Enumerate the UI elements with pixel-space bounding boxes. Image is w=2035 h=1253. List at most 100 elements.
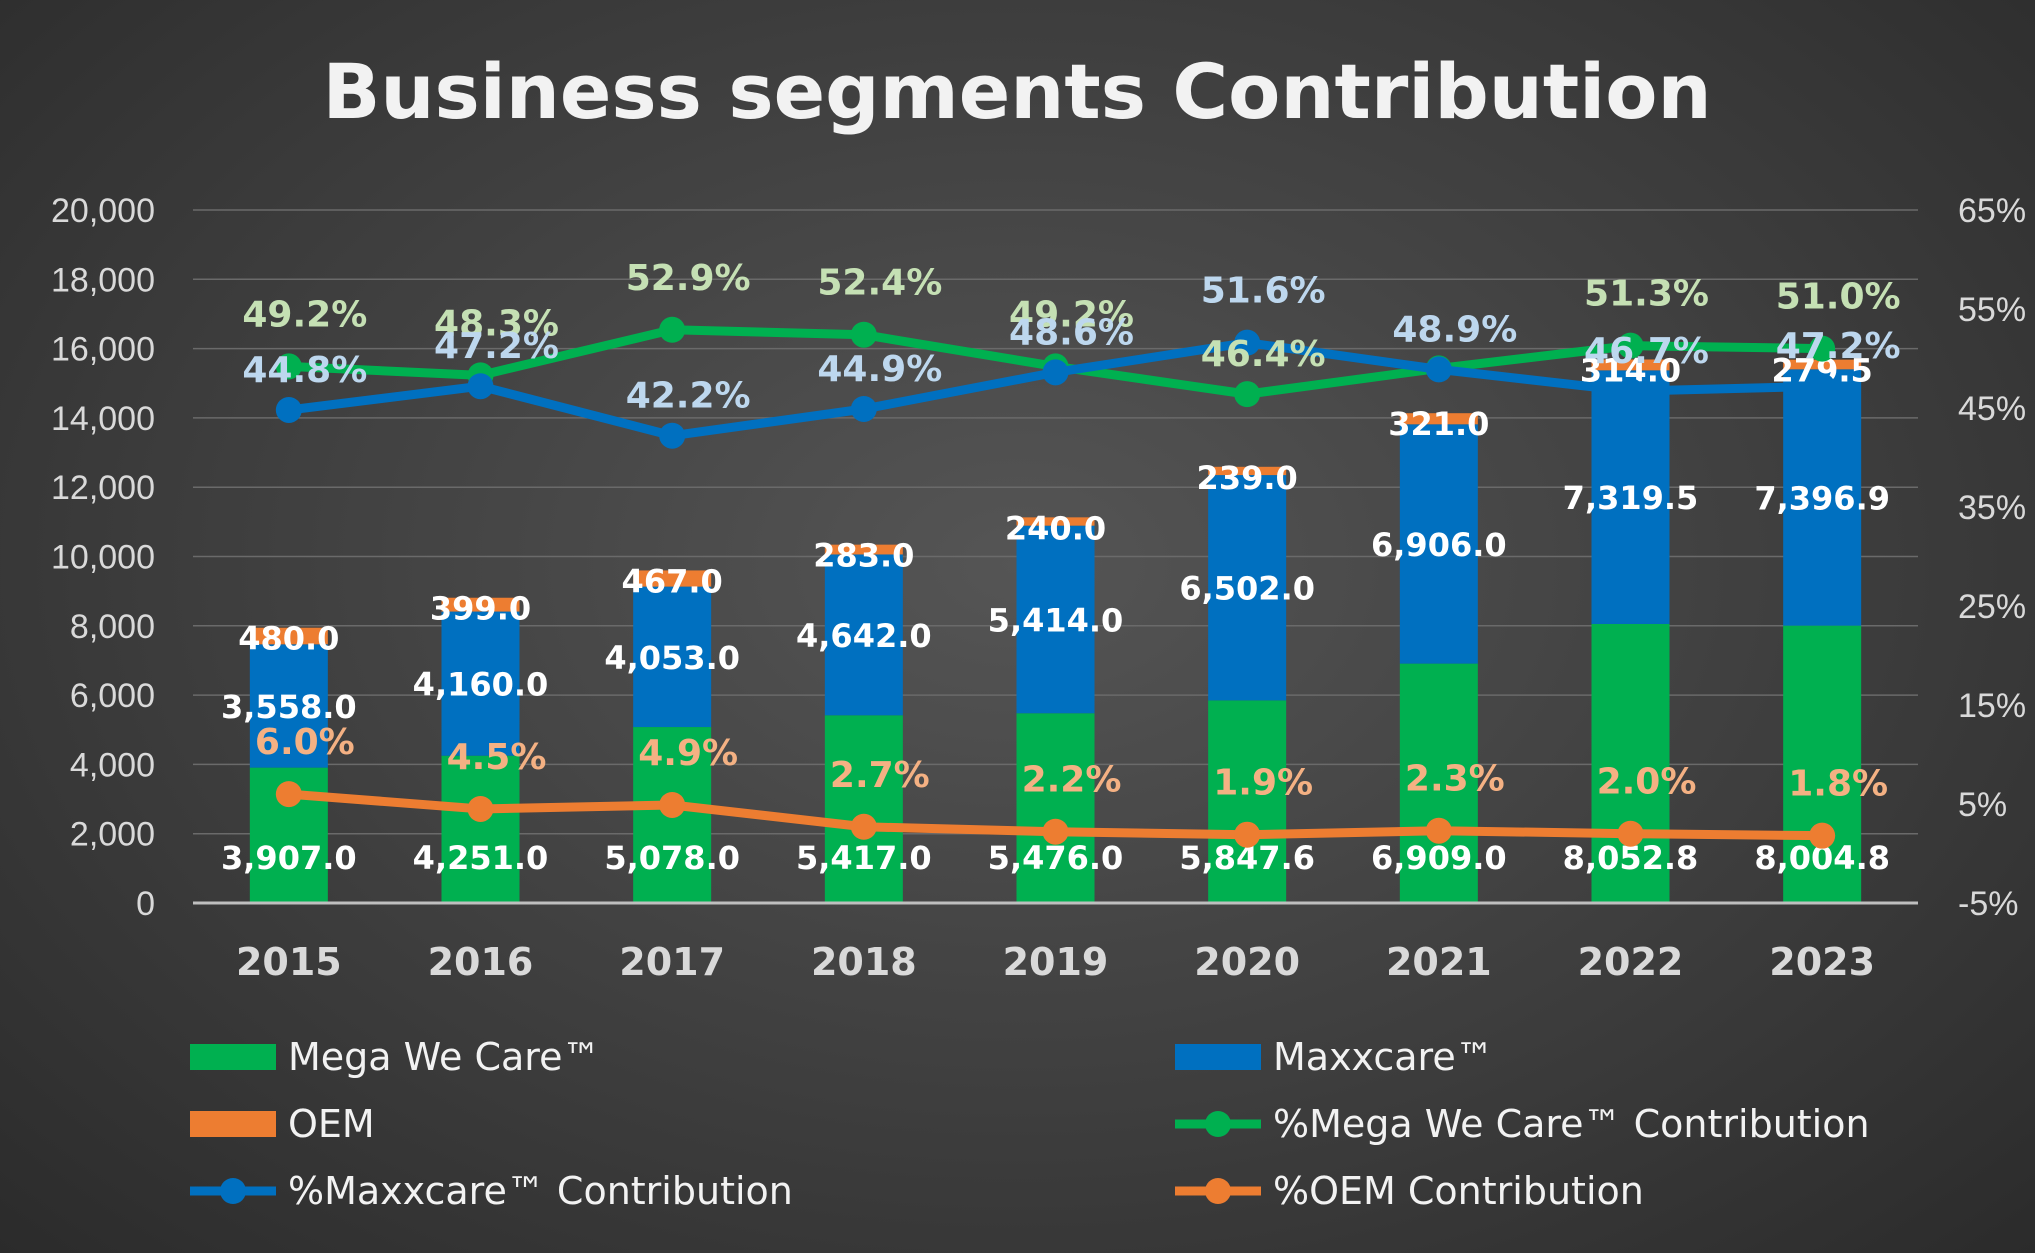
- line-marker: [1809, 335, 1836, 362]
- legend-label: OEM: [288, 1102, 375, 1146]
- bar-maxxcare: [1016, 525, 1095, 714]
- bar-data-label: 283.0: [813, 537, 914, 575]
- line-data-label: 44.8%: [242, 350, 367, 391]
- line-marker: [275, 396, 302, 423]
- line-data-labels: 49.2% 48.3% 52.9% 52.4% 49.2% 46.4% 51.3% 51.0%…: [242, 258, 1900, 805]
- legend-swatch: [1175, 1044, 1261, 1070]
- y2-tick-label: -5%: [1958, 885, 2018, 923]
- bar-data-label: 4,053.0: [604, 639, 740, 677]
- bar-data-label: 5,476.0: [988, 839, 1124, 877]
- line-data-label: 48.3%: [434, 303, 559, 344]
- bar-data-label: 480.0: [238, 620, 339, 658]
- y-tick-label: 10,000: [51, 539, 155, 577]
- bar-data-label: 240.0: [1005, 509, 1106, 547]
- y-tick-label: 16,000: [51, 331, 155, 369]
- y2-tick-label: 65%: [1958, 192, 2026, 230]
- bar-data-label: 6,906.0: [1371, 526, 1507, 564]
- line-data-label: 48.6%: [1009, 312, 1134, 353]
- bar-oem: [441, 597, 520, 612]
- bar-maxxcare: [1399, 424, 1478, 664]
- legend-marker: [1205, 1178, 1231, 1204]
- line-data-label: 6.0%: [255, 722, 355, 763]
- line-data-label: 47.2%: [434, 326, 559, 367]
- y-tick-label: 6,000: [70, 677, 155, 715]
- bar-data-label: 5,417.0: [796, 839, 932, 877]
- line-marker: [275, 781, 302, 808]
- bar-oem: [633, 570, 712, 587]
- bar-data-label: 5,414.0: [988, 601, 1124, 639]
- legend-label: Mega We Care™: [288, 1035, 600, 1079]
- bar-maxxcare: [249, 644, 328, 768]
- x-tick-label: 2015: [236, 940, 342, 984]
- line-data-label: 52.9%: [626, 258, 751, 299]
- bar-oem: [1591, 359, 1670, 371]
- x-tick-label: 2022: [1578, 940, 1684, 984]
- bar-data-label: 7,319.5: [1563, 479, 1699, 517]
- x-tick-label: 2018: [811, 940, 917, 984]
- bar-maxxcare: [824, 554, 903, 716]
- bar-oem: [1208, 466, 1287, 476]
- line-marker: [1425, 356, 1452, 383]
- line-data-label: 42.2%: [626, 376, 751, 417]
- line-marker: [1617, 820, 1644, 847]
- bar-data-label: 239.0: [1197, 459, 1298, 497]
- chart-title: Business segments Contribution: [322, 47, 1711, 136]
- line-data-label: 51.6%: [1201, 271, 1326, 312]
- bar-data-label: 3,907.0: [221, 839, 357, 877]
- bar-data-label: 7,396.9: [1754, 479, 1890, 517]
- line-marker: [1234, 381, 1261, 408]
- line-data-label: 2.0%: [1597, 762, 1697, 803]
- bar-maxxcare: [1783, 369, 1862, 626]
- line-marker: [1617, 332, 1644, 359]
- y-tick-label: 14,000: [51, 400, 155, 438]
- bar-mega-we-care: [1208, 700, 1287, 903]
- line-data-label: 2.7%: [830, 755, 930, 796]
- legend-swatch: [190, 1044, 276, 1070]
- line-data-label: 51.3%: [1584, 274, 1709, 315]
- bar-data-label: 6,909.0: [1371, 839, 1507, 877]
- bar-oem: [249, 627, 328, 645]
- line-marker: [659, 791, 686, 818]
- bar-mega-we-care: [441, 755, 520, 903]
- line-data-label: 1.8%: [1788, 764, 1888, 805]
- line-data-label: 47.2%: [1776, 326, 1901, 367]
- bar-maxxcare: [633, 586, 712, 728]
- bar-mega-we-care: [1016, 713, 1095, 903]
- line-marker: [467, 795, 494, 822]
- line-marker: [1809, 373, 1836, 400]
- line-marker: [850, 813, 877, 840]
- y-tick-label: 18,000: [51, 261, 155, 299]
- bar-data-label: 6,502.0: [1179, 570, 1315, 608]
- legend-label: %OEM Contribution: [1273, 1169, 1644, 1213]
- bar-oem: [1016, 517, 1095, 526]
- line-marker: [1042, 818, 1069, 845]
- bar-oem: [824, 544, 903, 555]
- y-tick-label: 4,000: [70, 746, 155, 784]
- x-tick-label: 2019: [1003, 940, 1109, 984]
- bar-maxxcare: [1591, 370, 1670, 624]
- y-tick-label: 8,000: [70, 608, 155, 646]
- bar-data-label: 3,558.0: [221, 688, 357, 726]
- line-marker: [1042, 359, 1069, 386]
- y2-tick-label: 45%: [1958, 390, 2026, 428]
- y2-tick-label: 15%: [1958, 687, 2026, 725]
- bar-data-label: 4,251.0: [413, 839, 549, 877]
- x-axis: 2015 2016 2017 2018 2019 2020 2021 2022 2023: [193, 901, 1918, 984]
- bar-oem: [1399, 413, 1478, 425]
- line-data-label: 4.9%: [638, 733, 738, 774]
- bar-data-label: 399.0: [430, 590, 531, 628]
- bar-mega-we-care: [824, 715, 903, 903]
- line-data-label: 48.9%: [1392, 309, 1517, 350]
- y-tick-label: 2,000: [70, 816, 155, 854]
- legend-marker: [220, 1178, 246, 1204]
- legend-swatch: [190, 1111, 276, 1137]
- bar-data-labels: 3,907.0 4,251.0 5,078.0 5,417.0 5,476.0 5,847…: [221, 351, 1890, 877]
- legend-label: %Maxxcare™ Contribution: [288, 1169, 793, 1213]
- x-tick-label: 2016: [428, 940, 534, 984]
- y2-tick-label: 55%: [1958, 291, 2026, 329]
- bar-data-label: 4,160.0: [413, 666, 549, 704]
- bar-data-label: 467.0: [622, 562, 723, 600]
- line-data-label: 49.2%: [1009, 294, 1134, 335]
- y2-tick-label: 5%: [1958, 786, 2007, 824]
